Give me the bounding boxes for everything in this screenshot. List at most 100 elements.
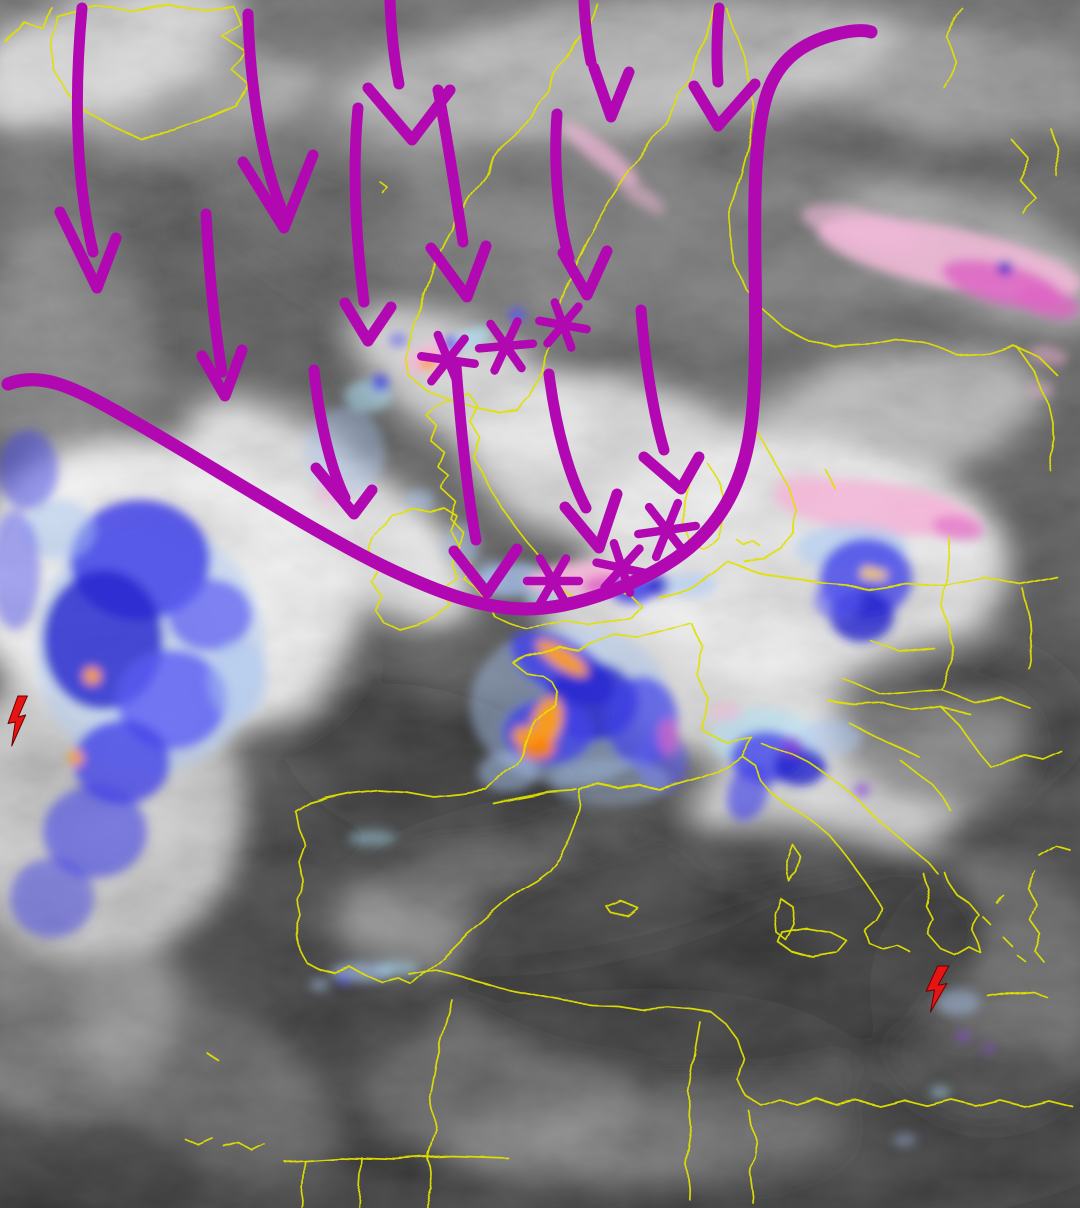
aegean-island-4-outline xyxy=(995,895,1005,903)
precip-cell-orange xyxy=(536,639,588,677)
precip-cell-light_blue xyxy=(310,979,330,991)
precip-cell-violet xyxy=(854,783,870,797)
france-med-coast-outline xyxy=(579,755,743,791)
cold-air-arrow-1-tail xyxy=(71,2,99,258)
precip-cell-magenta xyxy=(1016,285,1080,319)
corsica-outline xyxy=(787,845,803,883)
north-sea-baltic-south-outline xyxy=(659,561,1057,599)
cold-air-arrow-4 xyxy=(339,102,397,347)
precip-cell-cyan xyxy=(930,1086,950,1098)
tunisia-libya-border-outline xyxy=(747,1109,757,1205)
crete-outline xyxy=(987,989,1047,997)
cold-air-arrow-12 xyxy=(543,368,623,554)
aegean-island-1-outline xyxy=(983,917,993,927)
precip-cell-light_blue xyxy=(936,989,980,1015)
greenland-tip-outline xyxy=(3,7,53,41)
precip-cell-orange xyxy=(512,726,536,746)
cold-air-arrow-9-tail xyxy=(200,208,228,378)
black-sea-corner-outline xyxy=(1039,845,1071,857)
cold-air-arrow-2 xyxy=(237,8,319,234)
precip-cell-yellow xyxy=(874,570,886,580)
lightning-bolt-icon xyxy=(925,965,950,1013)
kola-coast-outline xyxy=(943,7,963,89)
lake-onega-outline xyxy=(1051,129,1063,175)
snowflake-arm xyxy=(543,302,583,348)
sicily-outline xyxy=(777,927,847,957)
precip-cell-violet xyxy=(984,1045,994,1053)
snowflake-symbol xyxy=(592,539,652,597)
mallorca-outline xyxy=(605,899,637,915)
precip-cell-blue xyxy=(0,430,58,510)
precip-cell-cyan xyxy=(376,960,420,976)
snowflake-symbol xyxy=(522,554,584,608)
denmark-islands-outline xyxy=(736,539,763,549)
precip-cell-cyan xyxy=(348,830,396,846)
pyrenees-border-outline xyxy=(492,789,578,804)
czech-border-outline xyxy=(869,639,937,655)
madeira-outline xyxy=(205,1051,217,1059)
lake-ladoga-outline xyxy=(1011,139,1035,215)
trough-curve-group xyxy=(1,24,878,616)
cold-air-arrow-1-head xyxy=(54,206,122,294)
cold-air-arrow-13-tail xyxy=(635,304,670,456)
snowflake-symbols-group xyxy=(417,298,700,608)
precip-cell-light_blue xyxy=(406,490,434,510)
alps-border-outline xyxy=(699,727,753,757)
greece-coast-outline xyxy=(923,871,981,953)
annotation-layer xyxy=(1,0,950,1013)
cold-air-arrow-9-head xyxy=(196,344,248,402)
germany-poland-border-outline xyxy=(939,539,955,689)
faroe-islands-outline xyxy=(377,179,387,193)
precip-cell-orange xyxy=(531,696,563,748)
cold-air-arrow-9 xyxy=(196,208,248,402)
cold-air-arrow-8 xyxy=(688,2,761,132)
precip-cell-light_blue xyxy=(664,573,716,597)
cold-air-arrow-13 xyxy=(635,304,705,495)
cold-air-arrow-5 xyxy=(425,84,492,303)
precip-cell-violet xyxy=(957,1031,969,1041)
precip-cell-pink xyxy=(1026,382,1054,398)
morocco-algeria-border-outline xyxy=(425,999,453,1208)
precip-cell-pink xyxy=(801,204,923,252)
sweden-south-outline xyxy=(744,431,796,563)
cold-air-arrow-10-head xyxy=(310,462,378,520)
sahara-border-v1-outline xyxy=(301,1161,306,1208)
precip-cell-pink xyxy=(774,472,826,504)
cold-air-arrow-6 xyxy=(578,0,635,123)
cold-air-arrow-7 xyxy=(550,108,613,301)
precip-cell-deep_blue xyxy=(998,261,1012,275)
snowflake-symbol xyxy=(535,298,591,352)
great-britain-outline xyxy=(426,392,642,630)
snowflake-symbol xyxy=(634,498,700,562)
cold-air-arrow-7-tail xyxy=(550,108,575,264)
coastline-border-layer xyxy=(3,3,1073,1208)
cold-air-arrow-7-head xyxy=(557,245,613,301)
precip-cell-magenta xyxy=(658,719,678,755)
snowflake-arm xyxy=(651,498,683,562)
cold-air-arrow-8-tail xyxy=(711,2,725,88)
aegean-island-2-outline xyxy=(1001,935,1011,945)
sardinia-outline xyxy=(773,897,795,941)
cold-air-arrows-group xyxy=(54,0,761,599)
balkan-border-1-outline xyxy=(851,725,921,759)
cold-air-arrow-8-head xyxy=(688,78,761,132)
cold-air-arrow-6-head xyxy=(588,62,635,123)
cold-air-arrow-1 xyxy=(54,2,122,294)
cold-air-arrow-3-tail xyxy=(384,0,405,90)
france-north-west-outline xyxy=(487,621,689,791)
precip-cell-light_blue xyxy=(478,752,538,792)
precip-cell-blue xyxy=(371,374,389,392)
cold-air-arrow-2-head xyxy=(237,149,319,234)
snowflake-symbol xyxy=(474,317,538,375)
precip-cell-pink xyxy=(710,702,742,722)
precip-cell-blue xyxy=(10,858,94,938)
hungary-border-outline xyxy=(939,687,1031,709)
precip-cell-royal xyxy=(389,333,407,347)
adriatic-east-coast-outline xyxy=(761,743,939,875)
sahara-border-v2-outline xyxy=(358,1157,363,1208)
cold-air-arrow-4-tail xyxy=(349,102,370,308)
precip-cell-royal xyxy=(509,308,525,322)
precip-cell-pink xyxy=(1028,345,1068,367)
